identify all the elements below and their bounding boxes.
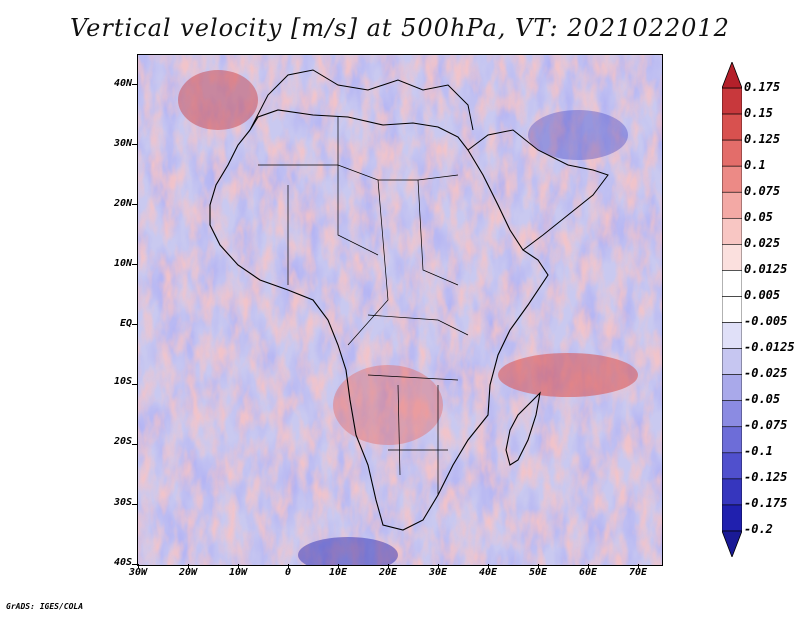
lat-tick-40s: 40S — [113, 557, 132, 568]
ascent-region-north-atlantic — [178, 70, 258, 130]
colorbar-segment — [722, 165, 742, 193]
africa-coastline — [209, 109, 549, 531]
colorbar-label-0.125: 0.125 — [744, 132, 781, 146]
lat-tickmark — [132, 204, 137, 205]
lat-tick-30n: 30N — [113, 138, 132, 149]
colorbar-bottom-arrow — [722, 530, 742, 557]
colorbar-segment — [722, 374, 742, 402]
colorbar-segment — [722, 296, 742, 323]
colorbar-label-0.0125: 0.0125 — [744, 262, 788, 276]
lat-tickmark — [132, 504, 137, 505]
lon-tickmark — [238, 564, 239, 568]
lon-tick-40e: 40E — [478, 567, 498, 578]
arabian-peninsula-coastline — [467, 129, 609, 251]
lon-tick-20w: 20W — [178, 567, 198, 578]
colorbar-label-neg0.025: -0.025 — [744, 366, 788, 380]
mediterranean-coastline — [249, 69, 474, 131]
lon-tick-10w: 10W — [228, 567, 248, 578]
colorbar-segment — [722, 191, 742, 219]
colorbar-segment — [722, 113, 742, 141]
lon-tick-10e: 10E — [328, 567, 348, 578]
colorbar-segment — [722, 87, 742, 115]
lon-tickmark — [138, 564, 139, 568]
lon-tick-20e: 20E — [378, 567, 398, 578]
colorbar-label-neg0.2: -0.2 — [744, 522, 773, 536]
colorbar-label-0.15: 0.15 — [744, 106, 773, 120]
colorbar-segment — [722, 348, 742, 375]
lat-tickmark — [132, 324, 137, 325]
lon-tickmark — [388, 564, 389, 568]
colorbar-segment — [722, 426, 742, 454]
lon-tickmark — [288, 564, 289, 568]
lon-tickmark — [338, 564, 339, 568]
ascent-region-southern-africa — [333, 365, 443, 445]
colorbar-label-neg0.05: -0.05 — [744, 392, 781, 406]
lat-tick-10s: 10S — [113, 376, 132, 387]
colorbar-label-neg0.075: -0.075 — [744, 418, 788, 432]
lat-tickmark — [132, 84, 137, 85]
descent-region-south-atlantic — [298, 537, 398, 565]
country-borders — [258, 117, 469, 495]
lat-tick-eq: EQ — [119, 318, 132, 329]
lon-tick-70e: 70E — [628, 567, 648, 578]
lat-tickmark — [132, 144, 137, 145]
lon-tickmark — [638, 564, 639, 568]
descent-region-middle-east — [528, 110, 628, 160]
colorbar-label-0.05: 0.05 — [744, 210, 773, 224]
lon-tickmark — [488, 564, 489, 568]
colorbar-label-0.1: 0.1 — [744, 158, 766, 172]
lat-tick-30s: 30S — [113, 497, 132, 508]
colorbar — [722, 62, 742, 557]
lat-tickmark — [132, 444, 137, 445]
lon-tickmark — [188, 564, 189, 568]
colorbar-label-0.005: 0.005 — [744, 288, 781, 302]
colorbar-segment — [722, 400, 742, 428]
lon-tickmark — [438, 564, 439, 568]
lat-tick-10n: 10N — [113, 258, 132, 269]
colorbar-label-neg0.005: -0.005 — [744, 314, 788, 328]
map-panel — [137, 54, 663, 566]
lon-tick-0: 0 — [284, 567, 292, 578]
map-canvas — [138, 55, 662, 565]
lat-tickmark — [132, 384, 137, 385]
footer-credit: GrADS: IGES/COLA — [6, 602, 84, 611]
lat-tick-20s: 20S — [113, 436, 132, 447]
colorbar-segment — [722, 322, 742, 349]
lat-tick-20n: 20N — [113, 198, 132, 209]
lon-tick-30w: 30W — [128, 567, 148, 578]
lon-tickmark — [538, 564, 539, 568]
colorbar-label-neg0.125: -0.125 — [744, 470, 788, 484]
colorbar-label-0.175: 0.175 — [744, 80, 781, 94]
colorbar-label-neg0.175: -0.175 — [744, 496, 788, 510]
colorbar-label-0.075: 0.075 — [744, 184, 781, 198]
lat-tickmark — [132, 264, 137, 265]
lat-tickmark — [132, 564, 137, 565]
colorbar-segment — [722, 478, 742, 506]
colorbar-segment — [722, 452, 742, 480]
colorbar-segment — [722, 139, 742, 167]
colorbar-label-neg0.0125: -0.0125 — [744, 340, 795, 354]
lon-tick-30e: 30E — [428, 567, 448, 578]
madagascar-coastline — [505, 391, 541, 466]
colorbar-segment — [722, 270, 742, 297]
colorbar-segment — [722, 217, 742, 245]
lon-tick-60e: 60E — [578, 567, 598, 578]
colorbar-top-arrow — [722, 62, 742, 89]
ascent-region-indian-ocean — [498, 353, 638, 397]
field-positive-texture — [138, 55, 662, 565]
colorbar-segment — [722, 244, 742, 271]
chart-title: Vertical velocity [m/s] at 500hPa, VT: 2… — [70, 14, 730, 42]
colorbar-segment — [722, 504, 742, 532]
lon-tick-50e: 50E — [528, 567, 548, 578]
colorbar-label-neg0.1: -0.1 — [744, 444, 773, 458]
lat-tick-40n: 40N — [113, 78, 132, 89]
lon-tickmark — [588, 564, 589, 568]
colorbar-label-0.025: 0.025 — [744, 236, 781, 250]
